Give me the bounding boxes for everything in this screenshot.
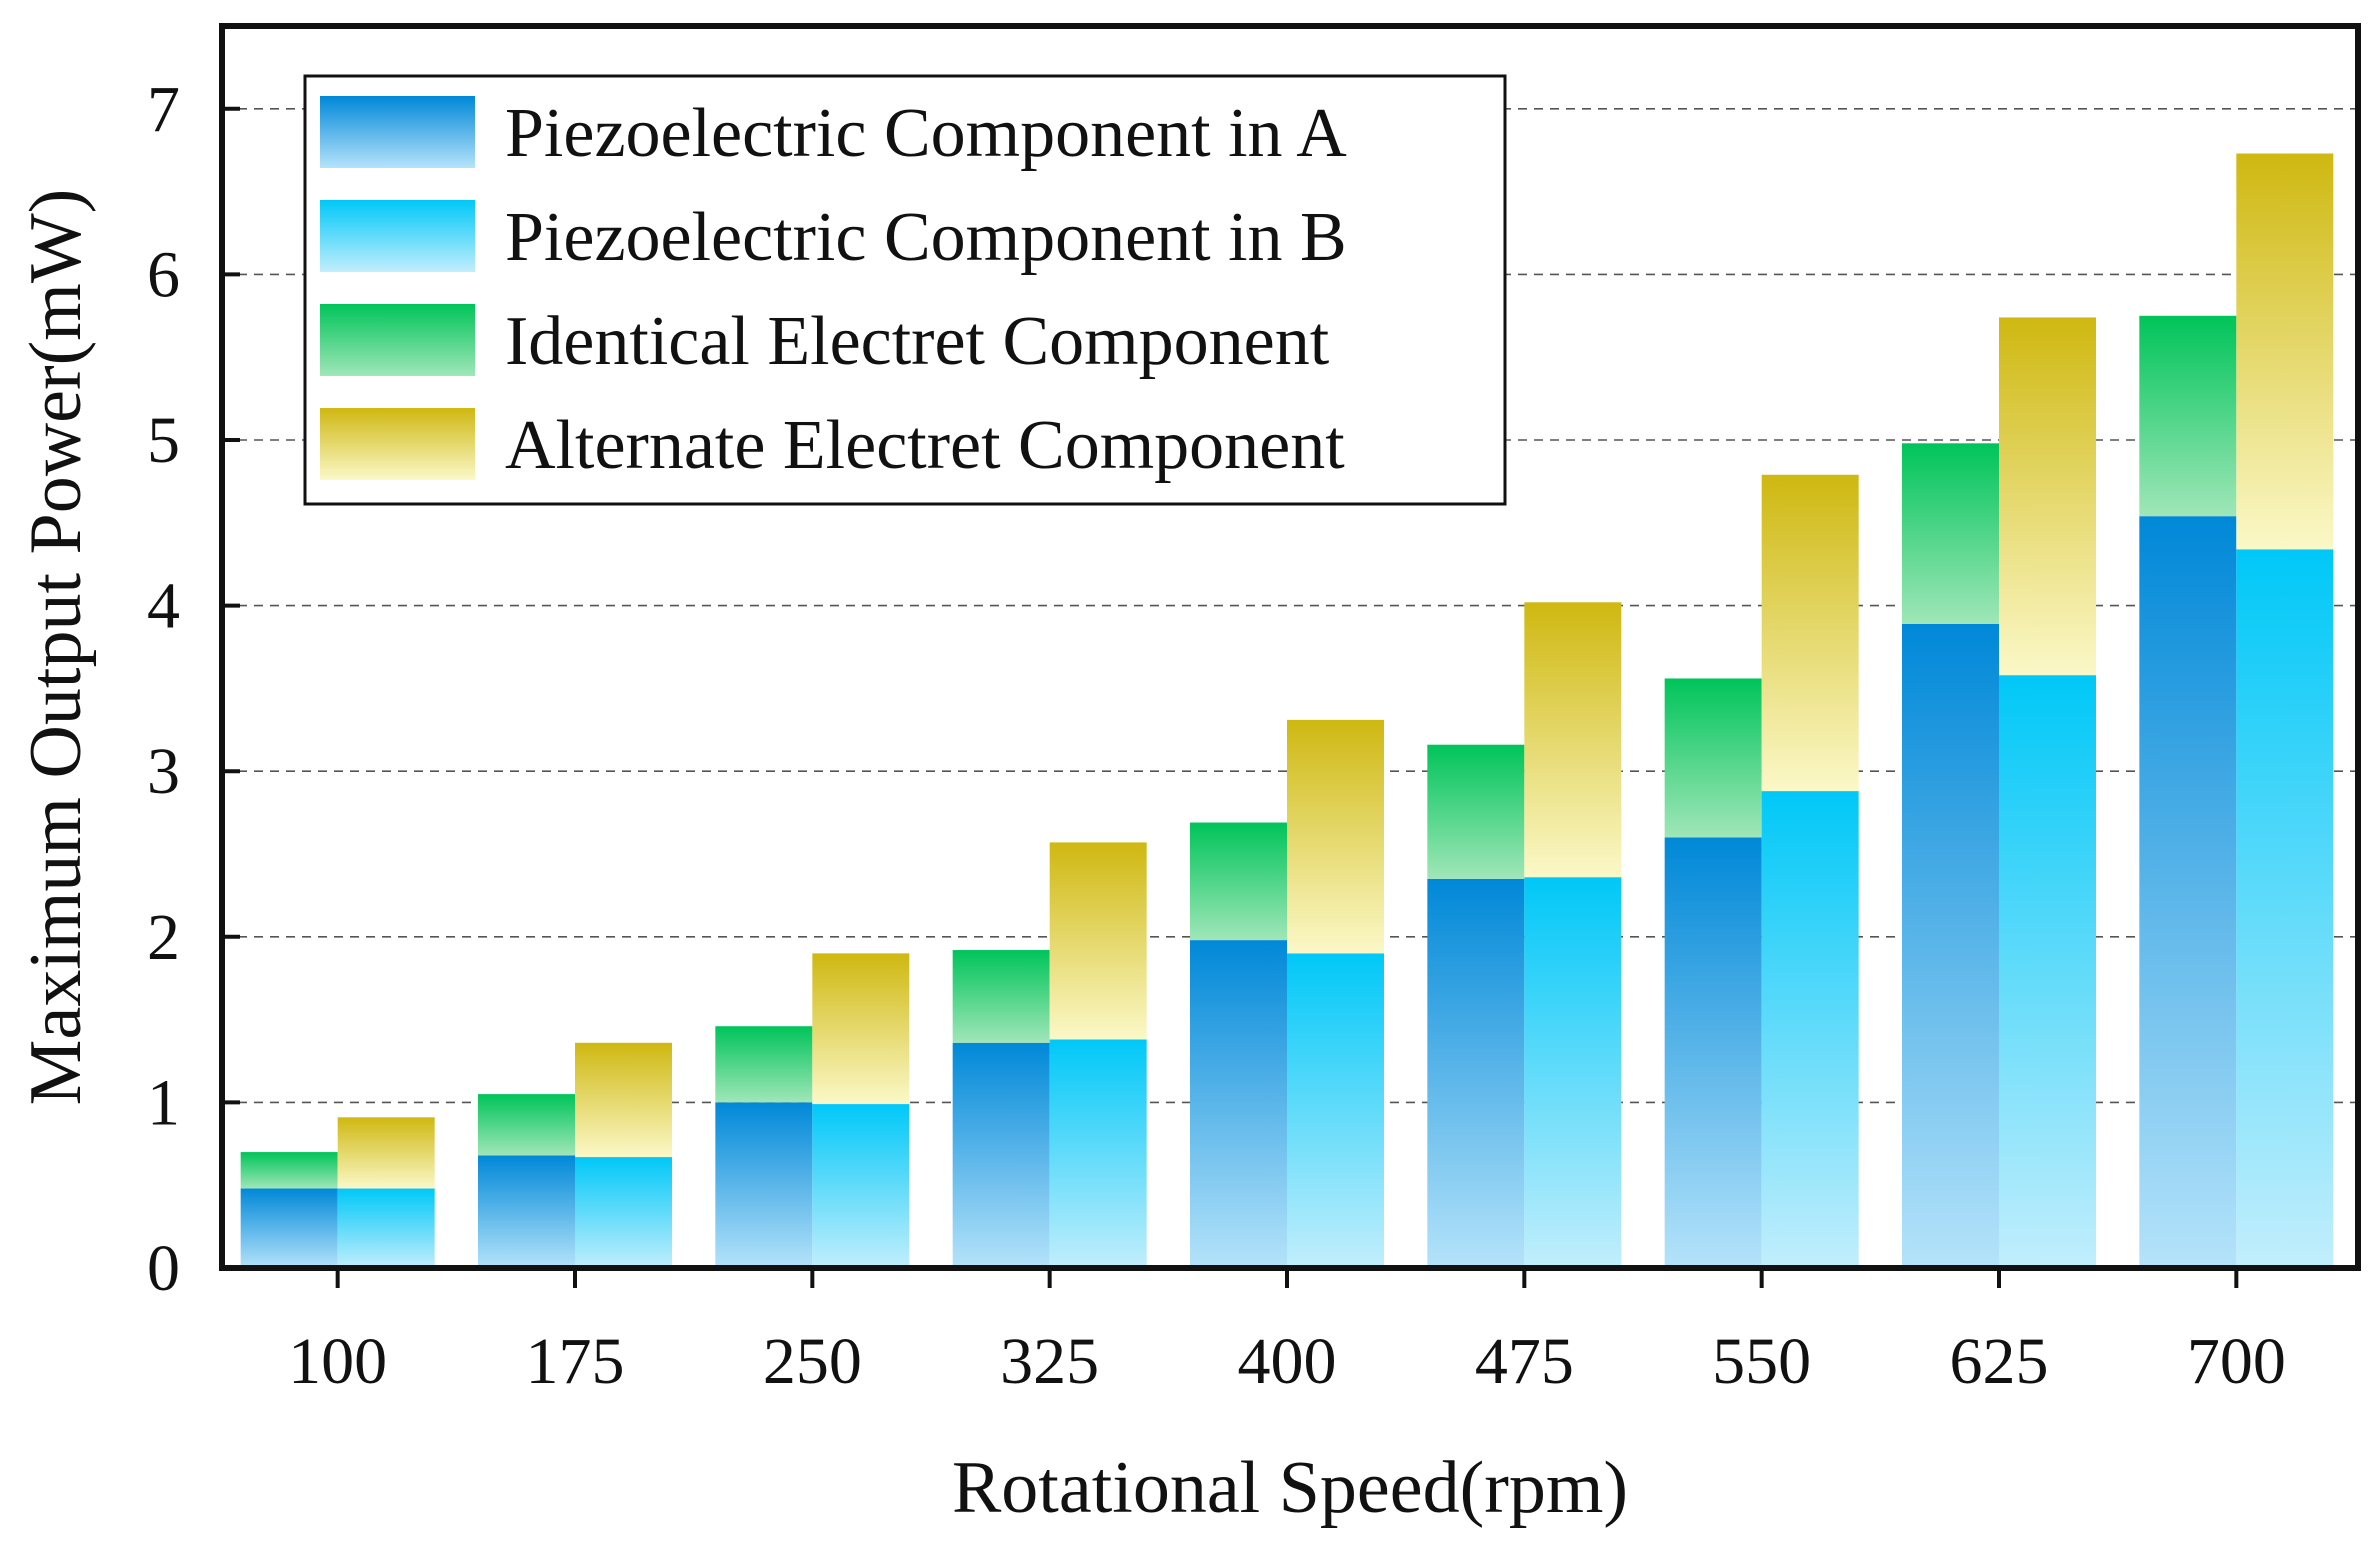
bar-a-piezo-400 [1190, 940, 1287, 1268]
y-tick-labels: 0 1 2 3 4 5 6 7 [147, 73, 180, 1305]
x-tick-label: 325 [1000, 1325, 1099, 1398]
bar-a-piezo-475 [1427, 878, 1525, 1268]
bar-b-electret-475 [1524, 602, 1622, 878]
bar-a-electret-325 [952, 950, 1050, 1043]
axis-ticks [222, 106, 2239, 1288]
y-tick-label: 1 [147, 1066, 180, 1139]
bar-a-electret-250 [715, 1026, 813, 1103]
bar-a-piezo-250 [715, 1102, 813, 1268]
bar-b-electret-250 [812, 953, 910, 1105]
bar-b-piezo-625 [1999, 675, 2096, 1268]
bar-a-piezo-550 [1664, 837, 1762, 1268]
bar-a-electret-550 [1664, 678, 1762, 838]
bar-b-electret-325 [1049, 842, 1147, 1040]
y-tick-label: 4 [147, 570, 180, 643]
bar-a-piezo-100 [240, 1188, 338, 1268]
bar-b-piezo-400 [1287, 953, 1384, 1268]
legend-swatch [320, 200, 475, 272]
legend-label: Alternate Electret Component [505, 407, 1345, 484]
y-tick-label: 6 [147, 238, 180, 311]
bar-b-piezo-475 [1524, 877, 1622, 1268]
legend-items: Piezoelectric Component in A Piezoelectri… [320, 95, 1347, 484]
bar-b-electret-400 [1287, 719, 1384, 954]
bar-b-piezo-250 [812, 1104, 910, 1268]
legend-label: Identical Electret Component [505, 303, 1330, 380]
legend-swatch [320, 96, 475, 168]
bar-b-piezo-700 [2236, 549, 2334, 1268]
bar-a-electret-700 [2139, 315, 2237, 517]
legend: Piezoelectric Component in A Piezoelectri… [303, 74, 1507, 506]
x-tick-label: 400 [1238, 1325, 1337, 1398]
bar-b-piezo-325 [1049, 1039, 1147, 1268]
y-axis-title: Maximum Output Power(mW) [15, 189, 97, 1106]
bar-a-piezo-625 [1902, 623, 1999, 1268]
x-tick-labels: 100 175 250 325 400 475 550 625 700 [288, 1325, 2286, 1398]
bar-b-piezo-550 [1761, 791, 1859, 1268]
y-tick-label: 0 [147, 1232, 180, 1305]
x-tick-label: 475 [1475, 1325, 1574, 1398]
x-tick-label: 700 [2187, 1325, 2286, 1398]
bar-b-electret-700 [2236, 153, 2334, 550]
legend-label: Piezoelectric Component in B [505, 199, 1347, 276]
x-axis-title: Rotational Speed(rpm) [952, 1447, 1628, 1529]
bar-b-electret-175 [575, 1042, 672, 1158]
legend-label: Piezoelectric Component in A [505, 95, 1347, 172]
x-tick-label: 250 [763, 1325, 862, 1398]
bar-b-electret-625 [1999, 317, 2096, 676]
plot-frame [219, 23, 2361, 1271]
bar-b-piezo-175 [575, 1157, 672, 1268]
bar-a-electret-475 [1427, 744, 1525, 879]
bar-a-piezo-325 [952, 1042, 1050, 1268]
bar-b-electret-550 [1761, 474, 1859, 792]
y-tick-label: 5 [147, 404, 180, 477]
bar-a-electret-175 [478, 1094, 575, 1156]
x-tick-label: 550 [1712, 1325, 1811, 1398]
x-tick-label: 100 [288, 1325, 387, 1398]
bar-a-piezo-700 [2139, 516, 2237, 1268]
y-tick-label: 7 [147, 73, 180, 146]
bar-a-electret-625 [1902, 443, 1999, 624]
x-tick-label: 175 [526, 1325, 625, 1398]
bar-a-piezo-175 [478, 1155, 575, 1268]
bar-a-electret-400 [1190, 822, 1287, 941]
y-tick-label: 2 [147, 901, 180, 974]
bar-b-electret-100 [337, 1117, 435, 1189]
x-tick-label: 625 [1950, 1325, 2049, 1398]
bar-a-electret-100 [240, 1152, 338, 1189]
y-tick-label: 3 [147, 735, 180, 808]
bars [240, 153, 2334, 1268]
legend-box [303, 74, 1507, 506]
legend-swatch [320, 408, 475, 480]
legend-swatch [320, 304, 475, 376]
bar-b-piezo-100 [337, 1188, 435, 1268]
